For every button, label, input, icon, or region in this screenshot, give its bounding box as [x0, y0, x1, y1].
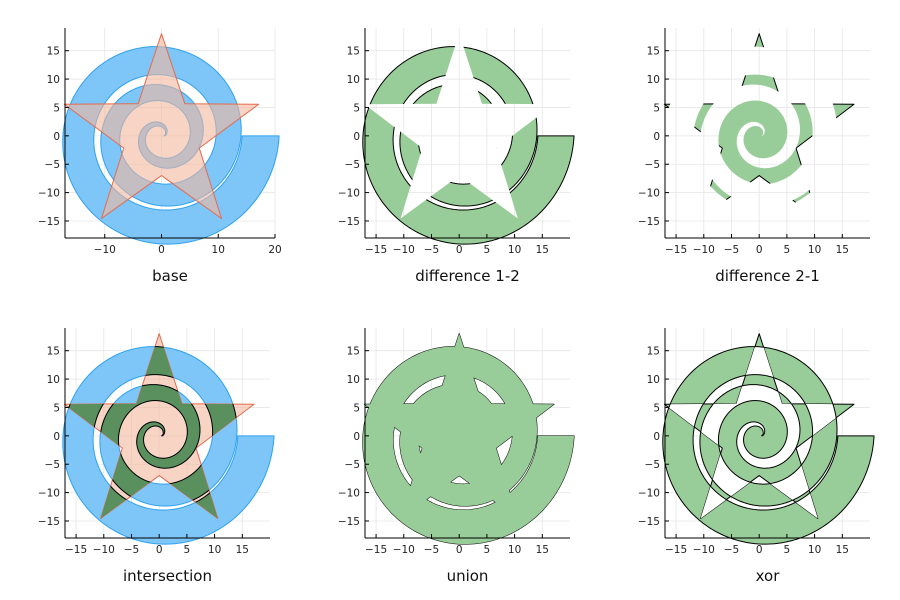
x-tick-label-1: −10	[393, 544, 415, 556]
panel-title: xor	[756, 567, 781, 585]
y-tick-label-4: 5	[653, 102, 660, 114]
x-tick-label-3: 0	[456, 244, 463, 256]
y-tick-label-5: 10	[647, 74, 660, 86]
y-tick-label-0: −15	[338, 216, 360, 228]
y-tick-label-0: −15	[638, 216, 660, 228]
x-tick-label-1: 0	[158, 244, 165, 256]
y-tick-label-1: −10	[38, 188, 60, 200]
panel-4: −15 −10 −5 0 5 10 15 −15 −10 −5 0 5 10 15 intersection	[38, 328, 275, 585]
y-tick-label-6: 15	[347, 46, 360, 58]
x-tick-label-5: 10	[508, 244, 521, 256]
x-tick-label-4: 5	[784, 244, 791, 256]
y-tick-label-3: 0	[53, 431, 60, 443]
x-tick-label-3: 20	[268, 244, 281, 256]
y-tick-label-0: −15	[38, 516, 60, 528]
x-tick-label-5: 10	[808, 544, 821, 556]
x-tick-label-2: −5	[724, 244, 739, 256]
panel-3: −15 −10 −5 0 5 10 15 −15 −10 −5 0 5 10 15 difference 2…	[638, 28, 870, 285]
x-tick-label-0: −15	[665, 244, 687, 256]
x-tick-label-2: −5	[424, 544, 439, 556]
y-tick-label-4: 5	[653, 402, 660, 414]
x-tick-label-1: −10	[693, 244, 715, 256]
y-tick-label-1: −10	[38, 488, 60, 500]
series-star-1	[63, 33, 260, 219]
x-tick-label-6: 15	[536, 544, 549, 556]
y-tick-label-2: −5	[345, 459, 360, 471]
panel-title: intersection	[123, 567, 212, 585]
y-tick-label-1: −10	[638, 488, 660, 500]
y-tick-label-1: −10	[338, 488, 360, 500]
y-tick-label-5: 10	[47, 374, 60, 386]
panel-title: union	[447, 567, 489, 585]
y-tick-label-5: 10	[347, 74, 360, 86]
x-tick-label-1: −10	[93, 544, 115, 556]
panel-title: difference 2-1	[715, 267, 820, 285]
x-tick-label-3: 0	[456, 544, 463, 556]
y-tick-label-3: 0	[53, 131, 60, 143]
panel-5: −15 −10 −5 0 5 10 15 −15 −10 −5 0 5 10 15 union	[338, 328, 575, 585]
y-tick-label-2: −5	[45, 459, 60, 471]
y-tick-label-3: 0	[353, 431, 360, 443]
panel-2: −15 −10 −5 0 5 10 15 −15 −10 −5 0 5 10 15 difference 1…	[338, 28, 575, 285]
x-tick-label-4: 5	[484, 244, 491, 256]
x-tick-label-5: 10	[508, 544, 521, 556]
x-tick-label-4: 5	[784, 544, 791, 556]
panel-6: −15 −10 −5 0 5 10 15 −15 −10 −5 0 5 10 15 xor	[638, 328, 875, 585]
x-tick-label-6: 15	[836, 544, 849, 556]
y-tick-label-6: 15	[647, 346, 660, 358]
x-tick-label-6: 15	[536, 244, 549, 256]
y-tick-label-2: −5	[645, 459, 660, 471]
y-tick-label-1: −10	[638, 188, 660, 200]
x-tick-label-3: 0	[756, 244, 763, 256]
x-tick-label-5: 10	[808, 244, 821, 256]
x-tick-label-2: 10	[212, 244, 225, 256]
x-tick-label-6: 15	[836, 244, 849, 256]
x-tick-label-2: −5	[124, 544, 139, 556]
y-tick-label-4: 5	[53, 102, 60, 114]
y-tick-label-6: 15	[347, 346, 360, 358]
y-tick-label-3: 0	[353, 131, 360, 143]
panel-1: −10 0 10 20 −15 −10 −5 0 5 10 15 base	[38, 28, 282, 285]
y-tick-label-4: 5	[353, 102, 360, 114]
x-tick-label-1: −10	[393, 244, 415, 256]
y-tick-label-0: −15	[638, 516, 660, 528]
y-tick-label-1: −10	[338, 188, 360, 200]
x-tick-label-6: 15	[236, 544, 249, 556]
x-tick-label-0: −15	[665, 544, 687, 556]
y-tick-label-4: 5	[53, 402, 60, 414]
y-tick-label-2: −5	[345, 159, 360, 171]
y-tick-label-0: −15	[338, 516, 360, 528]
x-tick-label-3: 0	[156, 544, 163, 556]
y-tick-label-6: 15	[647, 46, 660, 58]
y-tick-label-2: −5	[45, 159, 60, 171]
x-tick-label-0: −15	[365, 544, 387, 556]
y-tick-label-5: 10	[347, 374, 360, 386]
y-tick-label-3: 0	[653, 131, 660, 143]
y-tick-label-5: 10	[647, 374, 660, 386]
y-tick-label-4: 5	[353, 402, 360, 414]
x-tick-label-0: −15	[65, 544, 87, 556]
y-tick-label-0: −15	[38, 216, 60, 228]
y-tick-label-6: 15	[47, 46, 60, 58]
series-star-3	[364, 333, 555, 519]
x-tick-label-0: −15	[365, 244, 387, 256]
panel-title: difference 1-2	[415, 267, 520, 285]
y-tick-label-3: 0	[653, 431, 660, 443]
x-tick-label-2: −5	[724, 544, 739, 556]
y-tick-label-5: 10	[47, 74, 60, 86]
x-tick-label-0: −10	[94, 244, 116, 256]
panel-title: base	[152, 267, 188, 285]
x-tick-label-2: −5	[424, 244, 439, 256]
x-tick-label-4: 5	[184, 544, 191, 556]
x-tick-label-3: 0	[756, 544, 763, 556]
x-tick-label-1: −10	[693, 544, 715, 556]
y-tick-label-6: 15	[47, 346, 60, 358]
y-tick-label-2: −5	[645, 159, 660, 171]
x-tick-label-4: 5	[484, 544, 491, 556]
x-tick-label-5: 10	[208, 544, 221, 556]
